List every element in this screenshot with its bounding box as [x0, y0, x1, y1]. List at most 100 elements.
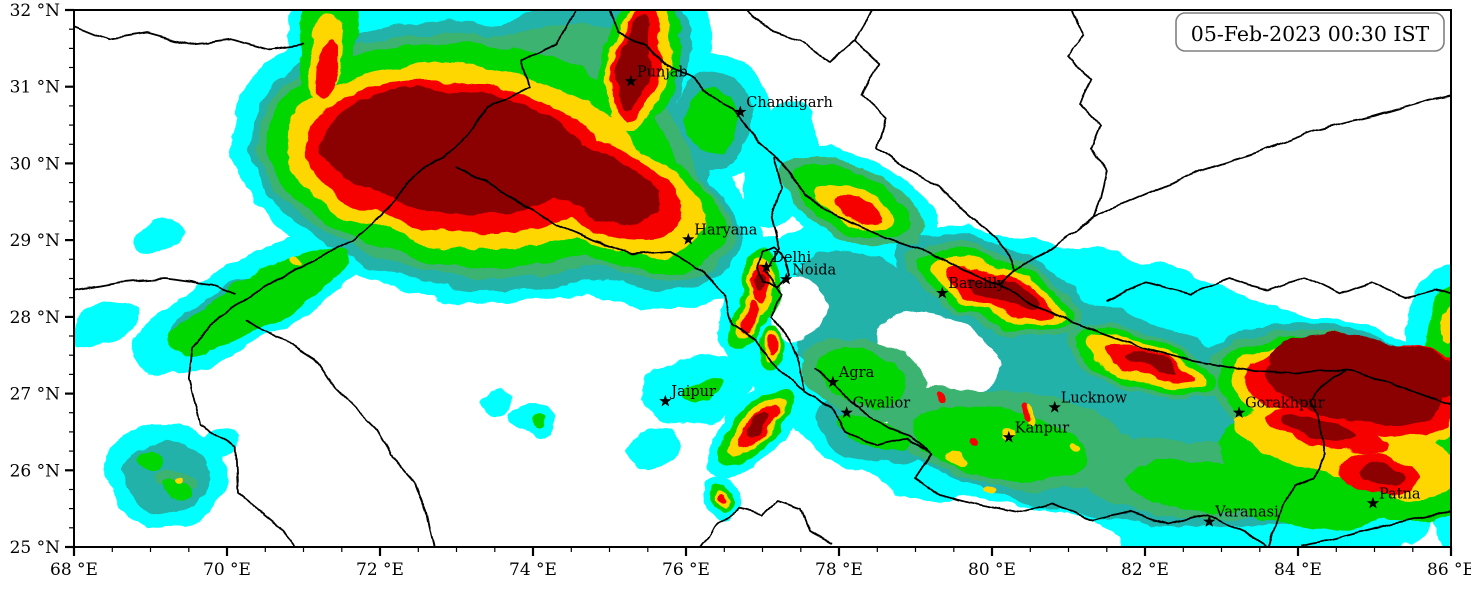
- contour-region-red: [972, 439, 982, 448]
- plot-frame: [73, 9, 1452, 548]
- x-tick-label: 86 °E: [1427, 560, 1471, 580]
- city-label: Lucknow: [1061, 390, 1128, 406]
- city-label: Punjab: [637, 64, 688, 80]
- x-tick-label: 78 °E: [815, 560, 863, 580]
- border-line: [245, 319, 435, 547]
- timestamp-box: 05-Feb-2023 00:30 IST: [1175, 12, 1445, 52]
- x-tick-label: 80 °E: [968, 560, 1016, 580]
- x-tick-label: 82 °E: [1121, 560, 1169, 580]
- contour-region-green: [529, 416, 545, 430]
- contour-region-red: [835, 196, 881, 223]
- y-tick-label: 31 °N: [10, 78, 61, 98]
- city-star-icon: [682, 232, 695, 245]
- y-tick-label: 30 °N: [10, 154, 61, 174]
- border-line: [744, 122, 1451, 406]
- x-tick-label: 74 °E: [509, 560, 557, 580]
- city-label: Haryana: [694, 222, 757, 238]
- contour-region-red: [934, 395, 943, 407]
- contour-region-gold: [1001, 427, 1014, 437]
- city-star-icon: [1048, 400, 1061, 413]
- city-marker-patna: Patna: [1366, 486, 1421, 509]
- city-marker-lucknow: Lucknow: [1048, 390, 1128, 413]
- city-star-icon: [1203, 515, 1216, 527]
- contour-region-gold: [985, 485, 999, 494]
- contour-region-gold: [1441, 307, 1451, 342]
- contour-region-red: [315, 37, 341, 98]
- y-tick-label: 32 °N: [10, 1, 61, 21]
- city-marker-chandigarh: Chandigarh: [734, 95, 833, 118]
- border-line: [455, 166, 1270, 547]
- border-line: [74, 277, 236, 295]
- border-line: [853, 10, 1016, 286]
- city-marker-jaipur: Jaipur: [659, 384, 716, 407]
- contour-region-darkred: [1371, 344, 1451, 389]
- contour-region-red: [740, 300, 755, 334]
- contour-region-darkred: [1280, 414, 1355, 442]
- axis-ticks-layer: [65, 8, 1453, 556]
- border-line: [187, 10, 576, 547]
- x-tick-label: 72 °E: [356, 560, 404, 580]
- city-star-icon: [780, 272, 793, 285]
- city-marker-kanpur: Kanpur: [1002, 420, 1069, 443]
- contour-region-gold: [175, 476, 183, 485]
- contour-region-darkred: [747, 415, 770, 438]
- city-star-icon: [659, 394, 672, 407]
- state-borders-layer: [74, 10, 1451, 547]
- border-line: [1300, 511, 1451, 547]
- contour-region-gold: [949, 453, 966, 465]
- contour-region-darkred: [967, 276, 1040, 311]
- x-tick-label: 70 °E: [203, 560, 251, 580]
- contour-region-cyan: [630, 427, 681, 468]
- contour-region-darkred: [1127, 351, 1179, 372]
- city-marker-varanasi: Varanasi: [1203, 505, 1279, 527]
- contour-region-white: [862, 499, 1122, 547]
- city-label: Agra: [838, 365, 875, 381]
- timestamp-text: 05-Feb-2023 00:30 IST: [1191, 22, 1430, 46]
- contour-region-darkred: [321, 89, 584, 215]
- city-label: Chandigarh: [746, 95, 833, 111]
- border-line: [765, 156, 806, 393]
- city-marker-haryana: Haryana: [682, 222, 758, 245]
- contour-region-gold: [1066, 443, 1078, 452]
- city-marker-agra: Agra: [826, 365, 875, 388]
- y-tick-label: 29 °N: [10, 231, 61, 251]
- contour-region-cyan: [483, 389, 514, 413]
- timestamp-box-frame: [1175, 12, 1445, 52]
- city-star-icon: [840, 406, 853, 418]
- contour-region-green: [162, 477, 192, 502]
- city-marker-gwalior: Gwalior: [840, 396, 910, 418]
- contour-region-darkred: [529, 143, 660, 223]
- contour-region-green: [136, 449, 165, 468]
- x-tick-label: 84 °E: [1274, 560, 1322, 580]
- border-line: [1067, 10, 1108, 218]
- city-marker-gorakhpur: Gorakhpur: [1232, 396, 1325, 418]
- y-tick-label: 28 °N: [10, 308, 61, 328]
- border-line: [1014, 95, 1451, 272]
- city-marker-bareilly: Bareilly: [936, 276, 1006, 299]
- city-star-icon: [936, 286, 949, 299]
- contour-region-green: [168, 249, 347, 354]
- contour-region-darkred: [756, 272, 766, 293]
- axis-labels-layer: 68 °E 70 °E 72 °E 74 °E 76 °E 78 °E 80 °E 82 °E…: [10, 1, 1471, 580]
- border-line: [746, 10, 856, 64]
- contour-regions-layer: [74, 10, 1451, 547]
- contour-region-gold: [289, 255, 302, 264]
- contour-region-red: [1022, 405, 1031, 421]
- city-star-icon: [1002, 430, 1015, 443]
- contour-region-green: [682, 377, 721, 402]
- city-label: Varanasi: [1214, 505, 1279, 521]
- city-label: Noida: [792, 262, 836, 278]
- city-star-icon: [1232, 406, 1246, 418]
- contour-region-red: [765, 334, 778, 356]
- y-tick-label: 27 °N: [10, 385, 61, 405]
- contour-region-green: [817, 345, 907, 403]
- x-tick-label: 68 °E: [50, 560, 98, 580]
- city-label: Kanpur: [1015, 420, 1069, 436]
- city-star-icon: [624, 74, 638, 87]
- contour-region-red: [716, 494, 726, 508]
- contour-region-cyan: [74, 299, 138, 350]
- border-line: [1268, 368, 1347, 547]
- city-marker-punjab: Punjab: [624, 64, 688, 87]
